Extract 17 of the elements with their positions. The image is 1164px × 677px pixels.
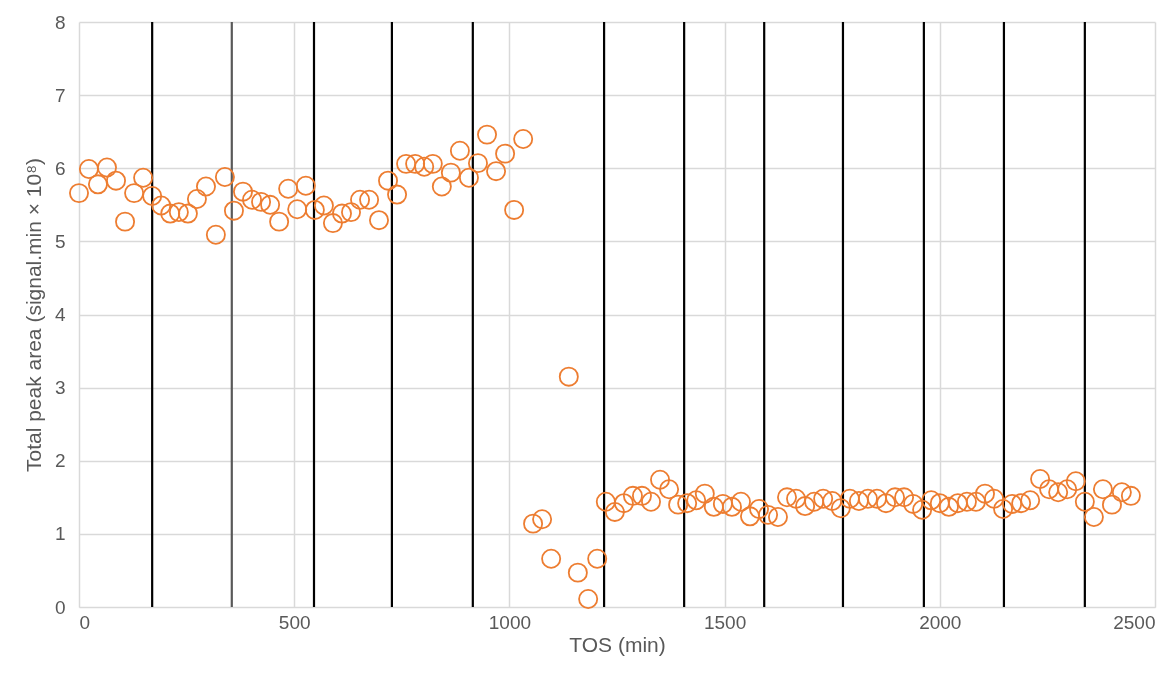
x-tick-label: 0 — [79, 611, 91, 633]
x-tick-label: 2500 — [1113, 611, 1156, 633]
y-axis-title: Total peak area (signal.min × 10⁸) — [21, 157, 45, 473]
x-tick-label: 1500 — [703, 611, 747, 633]
x-tick-label: 500 — [278, 611, 311, 633]
x-tick-label: 2000 — [919, 611, 962, 633]
y-tick-label: 0 — [54, 596, 66, 618]
y-tick-label: 3 — [54, 377, 66, 399]
y-tick-label: 8 — [54, 11, 66, 33]
y-tick-label: 5 — [54, 230, 66, 252]
y-tick-label: 7 — [54, 84, 66, 106]
y-tick-label: 4 — [54, 304, 66, 325]
y-tick-label: 2 — [54, 450, 66, 472]
y-tick-label: 1 — [54, 523, 66, 545]
x-tick-label: 1000 — [488, 611, 532, 633]
y-tick-label: 6 — [54, 157, 66, 179]
x-axis-title: TOS (min) — [569, 632, 666, 656]
